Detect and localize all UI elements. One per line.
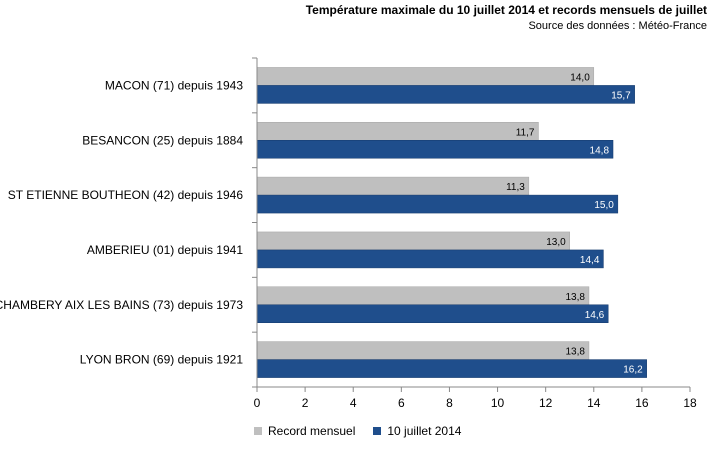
x-tick-label: 16 [635, 396, 649, 410]
bar-current [256, 359, 647, 378]
category-label: ST ETIENNE BOUTHEON (42) depuis 1946 [8, 188, 244, 202]
x-tick-label: 10 [491, 396, 505, 410]
chart-subtitle: Source des données : Météo-France [528, 20, 707, 32]
data-label-record: 14,0 [570, 72, 590, 83]
bar-current [256, 85, 635, 104]
chart-legend: Record mensuel 10 juillet 2014 [254, 424, 479, 438]
x-tick-label: 14 [587, 396, 601, 410]
data-label-record: 13,0 [546, 237, 566, 248]
data-label-record: 11,7 [516, 127, 535, 138]
data-label-current: 14,8 [590, 145, 610, 156]
x-tick-label: 6 [398, 396, 405, 410]
data-label-current: 14,6 [585, 310, 605, 321]
bar-current [256, 249, 604, 269]
chart-title: Température maximale du 10 juillet 2014 … [305, 3, 707, 17]
bar-current [256, 304, 609, 323]
category-label: CHAMBERY AIX LES BAINS (73) depuis 1973 [0, 298, 243, 312]
x-tick-label: 8 [446, 396, 453, 410]
bar-record [256, 67, 595, 86]
bar-record [256, 122, 539, 141]
data-label-record: 11,3 [506, 182, 525, 193]
x-tick-label: 0 [254, 396, 261, 410]
category-label: BESANCON (25) depuis 1884 [82, 133, 243, 147]
bar-record [256, 286, 590, 305]
legend-label-record: Record mensuel [268, 424, 356, 438]
bar-current [256, 194, 619, 214]
category-label: MACON (71) depuis 1943 [105, 78, 243, 92]
legend-swatch-current [373, 427, 382, 435]
bar-record [256, 176, 530, 196]
legend-swatch-record [254, 427, 262, 435]
bar-record [256, 341, 590, 360]
category-label: LYON BRON (69) depuis 1921 [80, 353, 244, 367]
x-tick-label: 18 [683, 396, 697, 410]
data-label-current: 15,0 [594, 200, 614, 211]
data-label-current: 15,7 [611, 90, 631, 101]
data-label-record: 13,8 [565, 347, 585, 358]
category-label: AMBERIEU (01) depuis 1941 [87, 243, 243, 257]
data-label-record: 13,8 [565, 292, 585, 303]
bar-record [256, 231, 570, 251]
legend-item-record: Record mensuel [254, 424, 355, 438]
x-tick-label: 12 [539, 396, 553, 410]
data-label-current: 16,2 [623, 365, 643, 376]
x-tick-label: 4 [350, 396, 357, 410]
bar-current [256, 140, 614, 159]
x-tick-label: 2 [302, 396, 309, 410]
legend-item-current: 10 juillet 2014 [373, 424, 461, 438]
legend-label-current: 10 juillet 2014 [387, 424, 462, 438]
data-label-current: 14,4 [580, 255, 600, 266]
